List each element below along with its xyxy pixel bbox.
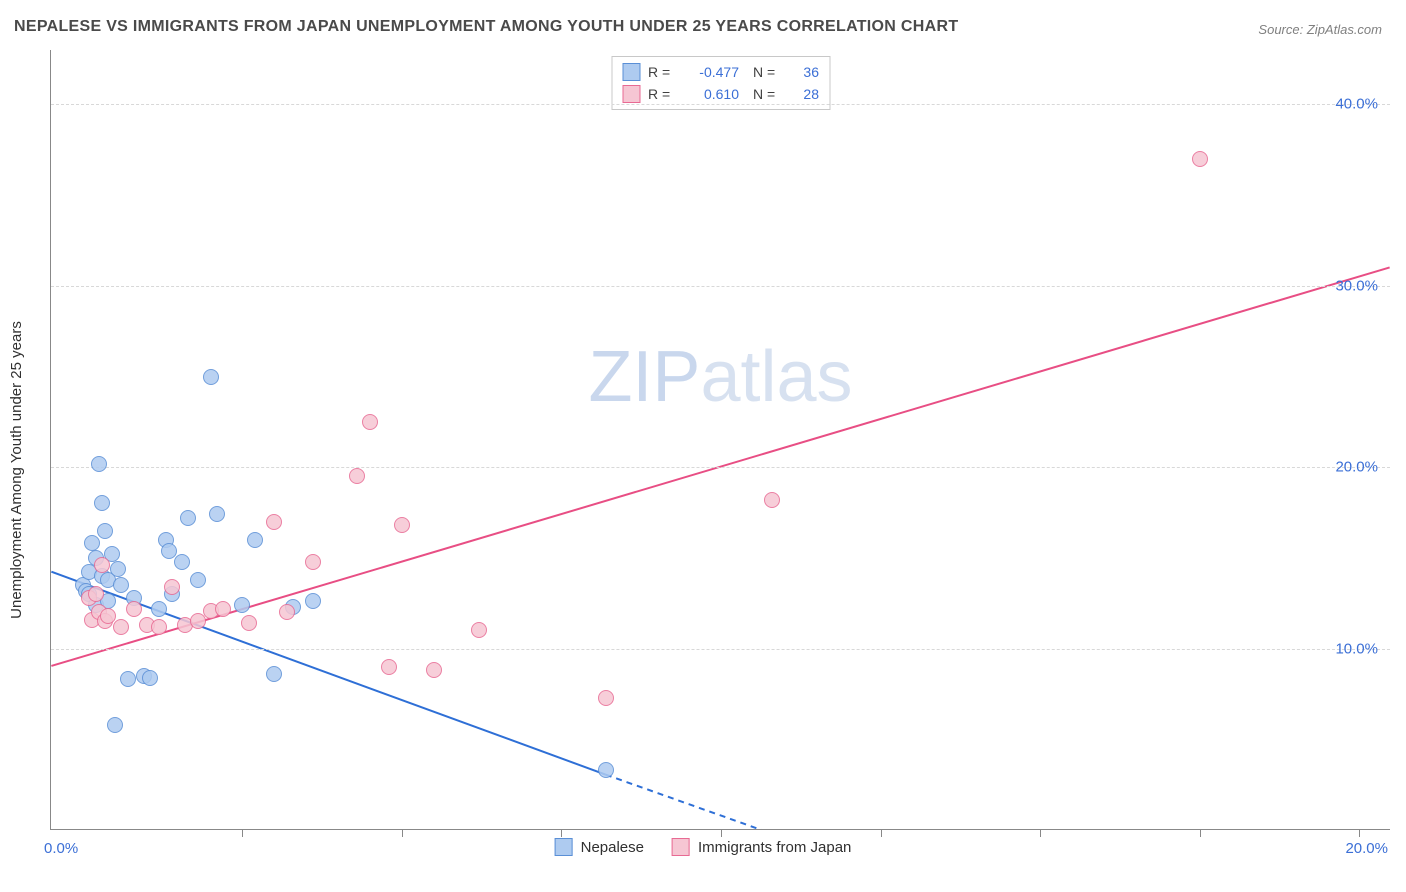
- chart-title: NEPALESE VS IMMIGRANTS FROM JAPAN UNEMPL…: [14, 18, 958, 36]
- data-point: [764, 492, 780, 508]
- correlation-legend: R = -0.477 N = 36 R = 0.610 N = 28: [611, 56, 830, 110]
- data-point: [241, 615, 257, 631]
- data-point: [97, 523, 113, 539]
- x-tick: [1200, 829, 1201, 837]
- series-legend: Nepalese Immigrants from Japan: [555, 838, 852, 856]
- data-point: [215, 601, 231, 617]
- x-tick: [1359, 829, 1360, 837]
- trend-line-dashed: [606, 775, 912, 829]
- gridline: [51, 104, 1390, 105]
- data-point: [94, 557, 110, 573]
- gridline: [51, 467, 1390, 468]
- r-value: 0.610: [684, 86, 739, 102]
- watermark: ZIPatlas: [588, 336, 852, 418]
- data-point: [362, 414, 378, 430]
- legend-swatch: [555, 838, 573, 856]
- source-value: ZipAtlas.com: [1307, 22, 1382, 37]
- data-point: [88, 586, 104, 602]
- x-tick: [561, 829, 562, 837]
- data-point: [113, 619, 129, 635]
- data-point: [305, 593, 321, 609]
- data-point: [394, 517, 410, 533]
- data-point: [381, 659, 397, 675]
- watermark-atlas: atlas: [700, 337, 852, 417]
- x-tick: [721, 829, 722, 837]
- legend-item: Nepalese: [555, 838, 644, 856]
- x-tick-label-max: 20.0%: [1345, 840, 1388, 857]
- data-point: [190, 572, 206, 588]
- y-tick-label: 30.0%: [1335, 277, 1378, 294]
- r-value: -0.477: [684, 64, 739, 80]
- data-point: [247, 532, 263, 548]
- data-point: [164, 579, 180, 595]
- data-point: [266, 666, 282, 682]
- data-point: [113, 577, 129, 593]
- watermark-zip: ZIP: [588, 337, 700, 417]
- data-point: [151, 619, 167, 635]
- data-point: [107, 717, 123, 733]
- legend-swatch: [672, 838, 690, 856]
- data-point: [126, 601, 142, 617]
- y-tick-label: 40.0%: [1335, 96, 1378, 113]
- data-point: [180, 510, 196, 526]
- legend-swatch: [622, 85, 640, 103]
- data-point: [203, 369, 219, 385]
- data-point: [471, 622, 487, 638]
- x-tick: [402, 829, 403, 837]
- source-label: Source: ZipAtlas.com: [1258, 22, 1382, 37]
- gridline: [51, 286, 1390, 287]
- legend-row: R = -0.477 N = 36: [622, 61, 819, 83]
- data-point: [91, 456, 107, 472]
- y-tick-label: 10.0%: [1335, 640, 1378, 657]
- plot-area: ZIPatlas R = -0.477 N = 36 R = 0.610 N = 28 10.…: [50, 50, 1390, 830]
- data-point: [266, 514, 282, 530]
- data-point: [84, 535, 100, 551]
- n-value: 28: [789, 86, 819, 102]
- legend-row: R = 0.610 N = 28: [622, 83, 819, 105]
- data-point: [234, 597, 250, 613]
- data-point: [1192, 151, 1208, 167]
- data-point: [151, 601, 167, 617]
- x-tick: [242, 829, 243, 837]
- data-point: [598, 690, 614, 706]
- data-point: [598, 762, 614, 778]
- data-point: [120, 671, 136, 687]
- n-label: N =: [753, 86, 781, 102]
- x-tick-label-min: 0.0%: [44, 840, 78, 857]
- y-tick-label: 20.0%: [1335, 459, 1378, 476]
- data-point: [209, 506, 225, 522]
- x-tick: [881, 829, 882, 837]
- trend-lines: [51, 50, 1390, 829]
- data-point: [279, 604, 295, 620]
- data-point: [305, 554, 321, 570]
- legend-swatch: [622, 63, 640, 81]
- data-point: [174, 554, 190, 570]
- data-point: [190, 613, 206, 629]
- chart-container: Unemployment Among Youth under 25 years …: [0, 50, 1406, 892]
- x-tick: [1040, 829, 1041, 837]
- data-point: [349, 468, 365, 484]
- data-point: [110, 561, 126, 577]
- legend-label: Nepalese: [581, 839, 644, 856]
- y-axis-label: Unemployment Among Youth under 25 years: [8, 321, 25, 619]
- n-value: 36: [789, 64, 819, 80]
- r-label: R =: [648, 86, 676, 102]
- gridline: [51, 649, 1390, 650]
- legend-item: Immigrants from Japan: [672, 838, 851, 856]
- r-label: R =: [648, 64, 676, 80]
- source-prefix: Source:: [1258, 22, 1303, 37]
- data-point: [94, 495, 110, 511]
- data-point: [426, 662, 442, 678]
- legend-label: Immigrants from Japan: [698, 839, 851, 856]
- data-point: [142, 670, 158, 686]
- n-label: N =: [753, 64, 781, 80]
